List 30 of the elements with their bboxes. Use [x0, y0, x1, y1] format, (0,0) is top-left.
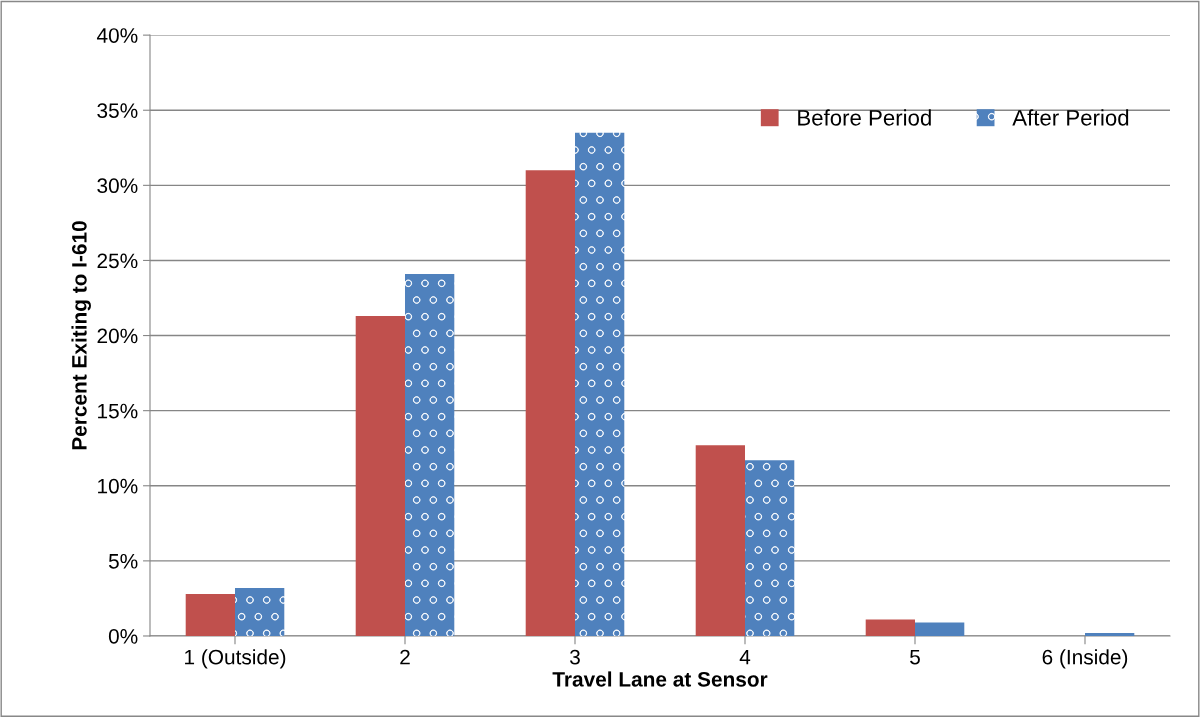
- y-tick-label: 10%: [98, 478, 138, 494]
- x-tick-label: 2: [400, 649, 410, 665]
- x-tick-label: 3: [570, 649, 580, 665]
- bar: [915, 622, 965, 636]
- x-tick-label: 4: [739, 649, 751, 665]
- y-tick-label: 0%: [108, 628, 138, 644]
- bar: [865, 619, 915, 636]
- y-tick-label: 15%: [98, 403, 138, 419]
- legend-label: After Period: [1012, 109, 1129, 126]
- bar: [355, 316, 405, 636]
- bar: [1085, 632, 1135, 636]
- y-tick-label: 30%: [97, 178, 138, 194]
- x-axis-title: Travel Lane at Sensor: [552, 671, 768, 687]
- y-tick-label: 40%: [96, 28, 138, 43]
- legend-label: Before Period: [798, 109, 931, 126]
- x-tick-label: 5: [910, 649, 920, 665]
- y-tick-label: 20%: [97, 328, 138, 344]
- bar: [745, 460, 795, 636]
- bar: [235, 587, 285, 636]
- bar: [695, 445, 745, 636]
- y-tick-label: 25%: [97, 253, 138, 269]
- y-axis-title: Percent Exiting to I-610: [71, 221, 91, 450]
- x-tick-label: 1 (Outside): [185, 649, 286, 669]
- y-tick-label: 5%: [108, 553, 138, 569]
- bar: [525, 170, 575, 636]
- bar: [575, 132, 625, 636]
- bar: [405, 273, 455, 636]
- bar: [185, 593, 235, 636]
- x-tick-label: 6 (Inside): [1042, 649, 1128, 669]
- y-tick-label: 35%: [97, 103, 138, 118]
